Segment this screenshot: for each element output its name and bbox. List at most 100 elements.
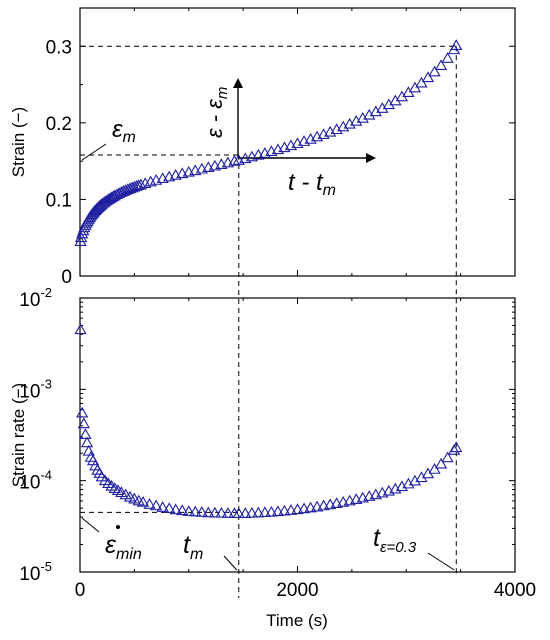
rate-point-0: [74, 323, 87, 335]
strain-point-3: [77, 224, 90, 236]
rate-point-65: [415, 471, 428, 483]
tm-sub: m: [190, 546, 203, 563]
rate-point-44: [278, 504, 291, 516]
rate-point-48: [304, 501, 317, 513]
rate-point-64: [408, 474, 422, 486]
rate-point-29: [182, 505, 195, 516]
eps-m-annotation: εm: [112, 116, 136, 146]
t-eps03-leader: [427, 552, 455, 571]
t-eps03-base: t: [373, 524, 381, 552]
rate-point-42: [265, 505, 278, 517]
rate-point-26: [163, 502, 176, 514]
t-minus-tm-annotation: t - tm: [288, 169, 336, 199]
t-arrowhead: [366, 153, 376, 163]
rate-point-23: [143, 498, 156, 509]
top-ytick-label-3: 0.3: [46, 37, 72, 58]
rate-point-16: [111, 484, 125, 495]
eps-m-base: ε: [112, 116, 123, 143]
xtick-label-1: 2000: [276, 580, 318, 601]
t-eps03-sub: ε=0.3: [380, 539, 417, 556]
rate-point-49: [310, 500, 324, 512]
rate-point-4: [80, 436, 94, 448]
strain-point-1: [74, 231, 88, 243]
rate-point-41: [258, 506, 272, 518]
strain-point-55: [228, 154, 241, 166]
rate-point-47: [297, 502, 311, 514]
rate-point-22: [136, 495, 150, 507]
top-ytick-label-2: 0.2: [46, 114, 72, 135]
rate-point-39: [245, 506, 258, 518]
strain-point-79: [382, 98, 395, 110]
rate-point-71: [450, 441, 463, 453]
bottom-ytick-label-0: 10-5: [19, 559, 52, 585]
eps-dot-min-base: ε: [105, 531, 117, 559]
rate-point-32: [202, 506, 215, 518]
bottom-plot-frame: [79, 297, 516, 573]
eps-dot-min-annotation: εmin: [105, 531, 142, 563]
tm-leader: [223, 555, 238, 571]
eps-m-leader: [81, 143, 107, 161]
rate-point-28: [176, 504, 189, 516]
rate-point-40: [252, 506, 265, 518]
top-ylabel: Strain (−): [9, 107, 28, 177]
t-eps03-annotation: tε=0.3: [373, 524, 417, 556]
xtick-label-2: 4000: [494, 580, 536, 601]
tm-annotation: tm: [183, 531, 203, 563]
rate-point-3: [79, 428, 92, 439]
bottom-ytick-label-2: 10-3: [19, 376, 52, 402]
rate-point-24: [149, 499, 163, 511]
top-plot-frame: [79, 7, 516, 277]
x-axis-label: Time (s): [266, 611, 328, 630]
eps-dot-min-sub: min: [116, 546, 142, 563]
strain-point-84: [415, 76, 428, 88]
rate-point-27: [169, 503, 182, 515]
t-minus-tm-sub: m: [323, 182, 336, 199]
rate-point-45: [284, 504, 298, 515]
rate-point-50: [317, 499, 330, 511]
strain-point-24: [102, 193, 115, 205]
tm-base: t: [183, 531, 191, 559]
xtick-label-0: 0: [75, 580, 86, 601]
eps-minus-epsm-sub: m: [214, 87, 231, 100]
rate-point-68: [434, 457, 448, 469]
rate-point-67: [428, 463, 441, 474]
bottom-ytick-label-3: 10-2: [19, 285, 52, 311]
rate-point-70: [447, 443, 461, 455]
strain-point-2: [76, 227, 89, 239]
rate-point-34: [215, 506, 228, 518]
eps-dot-marker: [116, 525, 120, 529]
rate-point-2: [77, 417, 90, 429]
rate-point-43: [271, 505, 285, 517]
strain-point-41: [139, 177, 152, 188]
strain-point-85: [421, 71, 435, 83]
strain-point-40: [134, 178, 148, 190]
rate-point-33: [208, 506, 221, 518]
rate-point-15: [108, 482, 121, 493]
rate-point-1: [76, 406, 89, 418]
bottom-ytick-label-1: 10-4: [19, 468, 52, 494]
eps-dot-leader: [81, 517, 100, 533]
strain-point-0: [74, 235, 87, 246]
strain-point-78: [376, 102, 389, 113]
rate-point-35: [221, 507, 235, 518]
strain-point-42: [144, 175, 157, 187]
strain-point-77: [369, 105, 382, 117]
eps-arrowhead: [233, 78, 243, 88]
rate-point-31: [195, 506, 208, 517]
strain-point-87: [434, 59, 448, 71]
rate-point-46: [291, 503, 304, 515]
t-minus-tm-base: t - t: [288, 169, 324, 196]
rate-point-25: [156, 501, 169, 512]
rate-point-38: [239, 507, 252, 518]
strain-point-90: [450, 39, 463, 50]
top-ytick-label-1: 0.1: [46, 190, 72, 211]
strain-point-38: [130, 180, 143, 191]
bottom-ylabel: Strain rate (−): [9, 383, 28, 487]
strain-point-88: [441, 52, 454, 63]
eps-minus-epsm-base: ε - ε: [202, 99, 227, 138]
rate-point-37: [232, 507, 245, 519]
rate-point-30: [189, 505, 202, 517]
eps-m-sub: m: [123, 129, 136, 146]
chart-marks: 0 0.1 0.2 0.3 0 2000 4000 10-5 10-4 10-3 10-2: [19, 8, 536, 601]
